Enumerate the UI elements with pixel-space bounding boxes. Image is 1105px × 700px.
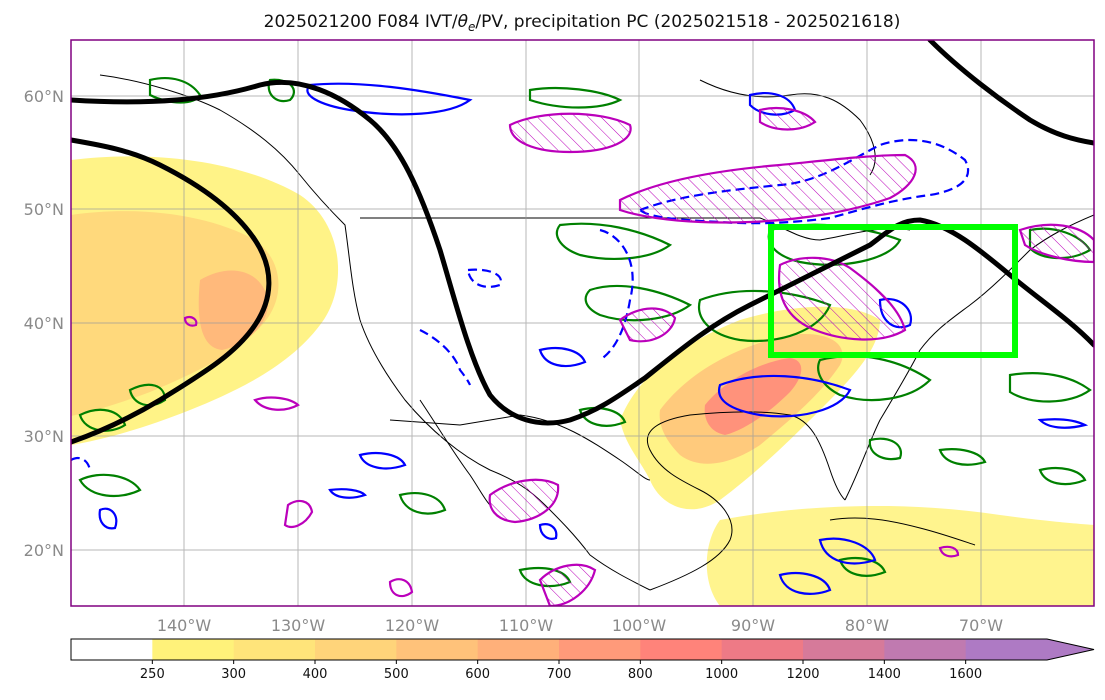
colorbar-segment [233,639,316,660]
colorbar-segments [70,638,1095,661]
magenta-contours [183,106,1094,606]
colorbar-segment [965,639,1048,660]
theta-e-contour-north [927,40,1094,146]
colorbar-segment [477,639,560,660]
colorbar-tick-label: 1000 [705,667,738,682]
lon-tick-labels: 140°W 130°W 120°W 110°W 100°W 90°W 80°W … [157,616,1003,635]
colorbar-extend-arrow [1047,639,1094,660]
colorbar-segment [803,639,885,660]
lon-tick-label: 110°W [499,616,554,635]
gridlines [71,40,1094,606]
lat-tick-label: 20°N [24,541,64,560]
colorbar-tick-label: 600 [465,667,490,682]
ivt-plume-pacific-core [71,211,279,416]
colorbar-segment [152,639,235,660]
lon-tick-label: 140°W [157,616,212,635]
colorbar-tick-label: 400 [303,667,328,682]
colorbar-tick-label: 1200 [786,667,819,682]
colorbar-tick-label: 1600 [949,667,982,682]
colorbar-segment [721,639,804,660]
theta-e-contour-upper [71,79,1094,426]
coastline-west [99,74,651,591]
map-panel [70,39,1095,607]
lat-tick-label: 30°N [24,427,64,446]
colorbar-tick-label: 700 [547,667,572,682]
lon-tick-label: 120°W [385,616,440,635]
lon-tick-label: 70°W [959,616,1003,635]
lon-tick-label: 100°W [612,616,667,635]
coastline-gulf [647,411,846,591]
colorbar: 250 300 400 500 600 700 800 1000 1200 1400 1600 [70,638,1095,682]
lon-tick-label: 130°W [271,616,326,635]
region-highlight-box [768,224,1018,358]
blue-contours [98,82,1089,595]
border-us-mexico [389,414,651,481]
colorbar-tick-label: 300 [221,667,246,682]
lat-tick-label: 50°N [24,200,64,219]
coastlines [99,74,1094,591]
colorbar-segment [396,639,479,660]
colorbar-segment [884,639,967,660]
map-frame [70,39,1095,607]
colorbar-segment [71,639,153,660]
theta-e-contour-pacific [71,137,272,445]
colorbar-outline [70,638,1095,661]
lon-tick-label: 80°W [845,616,889,635]
figure-title: 2025021200 F084 IVT/θe/PV, precipitation… [264,12,901,34]
colorbar-tick-label: 250 [140,667,165,682]
colorbar-segment [559,639,641,660]
lat-tick-label: 60°N [24,87,64,106]
colorbar-tick-label: 1400 [868,667,901,682]
colorbar-segment [640,639,723,660]
colorbar-labels: 250 300 400 500 600 700 800 1000 1200 1400 1600 [140,667,982,682]
colorbar-tick-label: 800 [628,667,653,682]
lon-tick-label: 90°W [731,616,775,635]
ivt-shading [71,156,1094,606]
coastline-cuba [829,517,976,546]
colorbar-ticks [151,660,967,664]
colorbar-segment [315,639,397,660]
theta-e-contours [71,40,1094,445]
lat-tick-label: 40°N [24,314,64,333]
ivt-caribbean [706,505,1094,606]
lat-tick-labels: 60°N 50°N 40°N 30°N 20°N [24,87,64,560]
colorbar-tick-label: 500 [384,667,409,682]
